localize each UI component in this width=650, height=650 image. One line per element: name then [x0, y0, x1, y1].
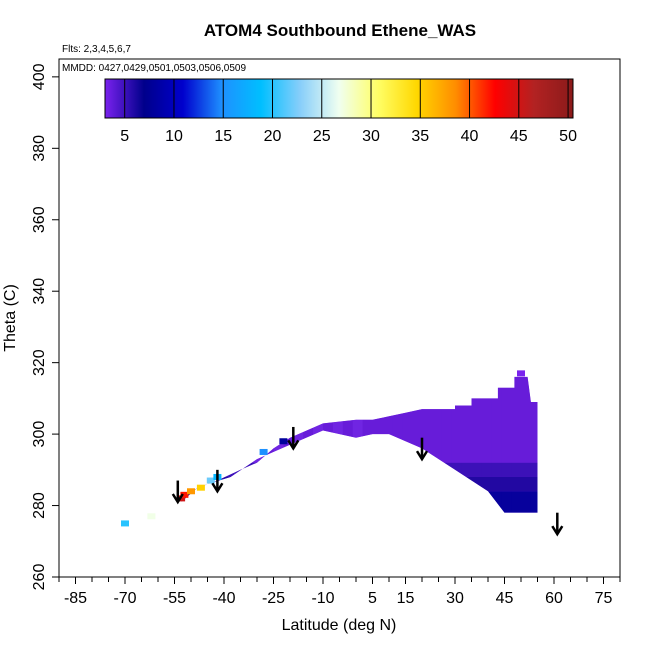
field-cells	[181, 59, 541, 577]
data-point	[279, 438, 288, 445]
arrow-head	[171, 493, 184, 505]
data-point	[187, 488, 195, 495]
data-point	[180, 491, 189, 498]
x-tick-label: 5	[368, 590, 377, 607]
colorbar-tick-label: 35	[411, 128, 429, 145]
colorbar-tick-label: 25	[313, 128, 331, 145]
field-column	[531, 59, 541, 577]
y-tick-label: 380	[31, 135, 48, 162]
colorbar-tick-label: 50	[559, 128, 577, 145]
field-column	[184, 59, 194, 577]
x-tick-label: 60	[545, 590, 563, 607]
colorbar-tick-label: 20	[264, 128, 282, 145]
flight-arrow	[287, 426, 300, 451]
colorbar-tick-label: 45	[510, 128, 528, 145]
y-tick-label: 400	[31, 63, 48, 90]
field-column	[392, 59, 402, 577]
data-point	[259, 448, 268, 455]
field-column	[481, 59, 491, 577]
colorbar: 5 10 15 20 25 30 35 40 45 50	[104, 78, 577, 145]
data-point	[147, 513, 156, 520]
y-axis: 260 280 300 320 340 360 380 400	[31, 63, 59, 590]
flight-arrows	[171, 426, 564, 537]
x-tick-label: 45	[496, 590, 514, 607]
arrow-head	[287, 439, 300, 451]
flights-label: Flts: 2,3,4,5,6,7	[62, 44, 131, 55]
x-axis-label: Latitude (deg N)	[282, 617, 397, 634]
flight-arrow	[551, 512, 564, 537]
y-tick-label: 300	[31, 421, 48, 448]
y-tick-label: 320	[31, 349, 48, 376]
colorbar-tick-label: 5	[120, 128, 129, 145]
flight-arrow	[415, 437, 429, 462]
field-column	[303, 59, 313, 577]
y-tick-label: 360	[31, 206, 48, 233]
field-column	[234, 59, 244, 577]
colorbar-tick-label: 40	[461, 128, 479, 145]
y-tick-label: 260	[31, 564, 48, 591]
data-point	[206, 477, 215, 484]
colorbar-tick-label: 30	[362, 128, 380, 145]
field-column	[283, 59, 293, 577]
field-column	[254, 59, 264, 577]
data-point	[121, 520, 129, 527]
ethene-field	[121, 59, 541, 577]
field-column	[353, 59, 363, 577]
field-column	[204, 59, 214, 577]
x-tick-label: 30	[446, 590, 464, 607]
field-column	[491, 59, 501, 577]
arrow-head	[211, 482, 224, 494]
field-column	[194, 59, 204, 577]
dates-label: MMDD: 0427,0429,0501,0503,0506,0509	[62, 63, 246, 74]
field-column	[293, 59, 303, 577]
x-tick-label: -25	[262, 590, 285, 607]
flight-arrow	[211, 469, 224, 494]
colorbar-tick-label: 10	[165, 128, 183, 145]
x-tick-label: -85	[64, 590, 87, 607]
field-column	[343, 59, 353, 577]
colorbar-gradient	[104, 78, 574, 119]
field-column	[432, 59, 442, 577]
field-column	[442, 59, 452, 577]
arrow-head	[551, 525, 564, 537]
arrow-head	[415, 450, 429, 462]
x-tick-label: -55	[163, 590, 186, 607]
data-point	[196, 484, 205, 491]
x-axis: -85 -70 -55 -40 -25 -10 5 15 30 45 60 75	[58, 577, 621, 607]
field-column	[382, 59, 392, 577]
flight-arrow	[171, 480, 184, 505]
data-point	[517, 370, 525, 377]
x-tick-label: 75	[595, 590, 613, 607]
x-tick-label: -40	[212, 590, 235, 607]
colorbar-tick-label: 15	[214, 128, 232, 145]
x-tick-label: 15	[397, 590, 415, 607]
y-axis-label: Theta (C)	[2, 284, 19, 352]
field-column	[333, 59, 343, 577]
chart-title: ATOM4 Southbound Ethene_WAS	[204, 21, 476, 40]
y-tick-label: 340	[31, 278, 48, 305]
x-tick-label: -10	[311, 590, 334, 607]
y-tick-label: 280	[31, 492, 48, 519]
x-tick-label: -70	[113, 590, 136, 607]
field-column	[244, 59, 254, 577]
